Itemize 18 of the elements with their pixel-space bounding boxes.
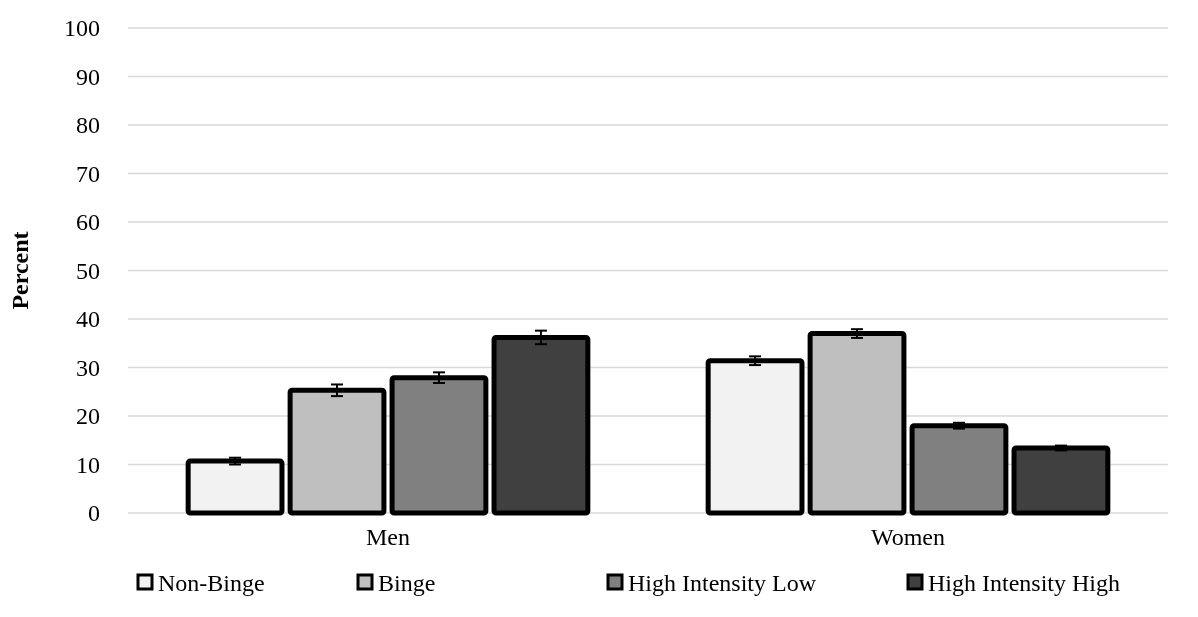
x-tick-label: Women (870, 524, 946, 550)
legend-label: High Intensity High (928, 570, 1120, 597)
y-tick-label: 50 (76, 257, 100, 284)
y-tick-label: 30 (76, 354, 100, 381)
y-tick-label: 70 (76, 160, 100, 187)
y-tick-label: 0 (88, 500, 100, 527)
legend-label: Binge (378, 570, 436, 597)
legend-label: Non-Binge (158, 570, 265, 597)
y-axis-title: Percent (7, 231, 33, 310)
y-tick-label: 10 (76, 451, 100, 478)
y-tick-label: 40 (76, 306, 100, 333)
y-tick-label: 60 (76, 209, 100, 236)
y-tick-label: 90 (76, 63, 100, 90)
x-tick-label: Men (366, 524, 410, 550)
legend-label: High Intensity Low (628, 570, 817, 597)
y-tick-label: 20 (76, 403, 100, 430)
y-tick-label: 80 (76, 112, 100, 139)
y-tick-label: 100 (64, 15, 100, 42)
